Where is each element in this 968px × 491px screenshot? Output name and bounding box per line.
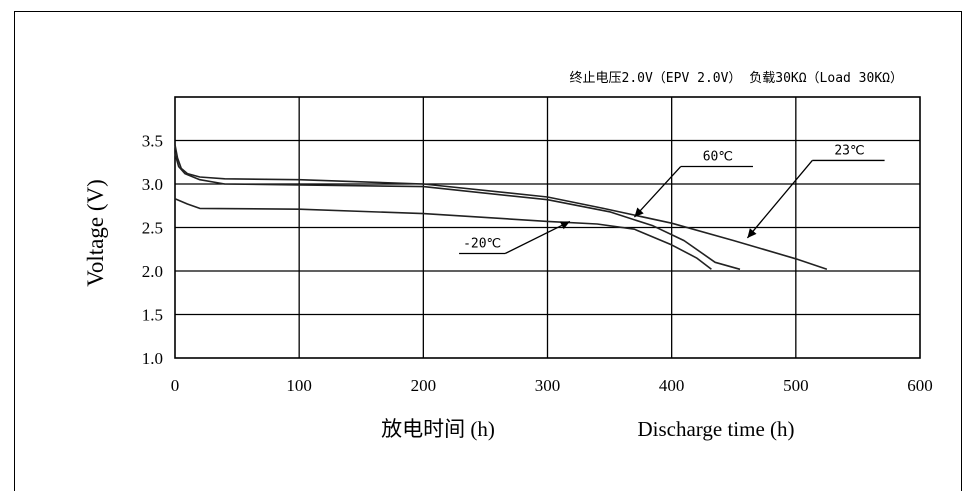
annotation-label: 60℃: [703, 150, 733, 165]
y-tick-label: 1.0: [142, 349, 163, 368]
y-tick-label: 3.5: [142, 132, 163, 151]
annotation-label: -20℃: [463, 237, 501, 252]
x-tick-label: 600: [907, 376, 933, 395]
series-lines: [174, 144, 828, 271]
x-tick-label: 400: [659, 376, 685, 395]
annotation-arrowhead: [634, 207, 644, 218]
x-tick-label: 500: [783, 376, 809, 395]
tick-labels: 0 100 200 300 400 500 600 1.0 1.5 2.0 2.5 3.0 3.5: [142, 132, 933, 396]
chart-title: 终止电压2.0V（EPV 2.0V） 负载30KΩ（Load 30KΩ）: [570, 70, 904, 86]
series-line--20C: [174, 198, 712, 270]
chart-frame: [14, 11, 962, 491]
series-line-23C: [174, 144, 828, 271]
x-tick-label: 100: [286, 376, 312, 395]
y-tick-label: 2.0: [142, 262, 163, 281]
x-axis-label-en: Discharge time (h): [637, 417, 794, 441]
series-line-60C: [174, 153, 741, 271]
y-axis-label: Voltage (V): [83, 179, 108, 287]
annotation-leader: [746, 160, 813, 239]
x-axis-label-cn: 放电时间 (h): [381, 417, 495, 441]
annotation-leaders: 60℃ 23℃ -20℃: [459, 143, 885, 255]
annotation-leader: [633, 166, 682, 218]
x-tick-label: 0: [171, 376, 180, 395]
x-tick-label: 200: [411, 376, 437, 395]
grid-lines: [174, 96, 921, 359]
y-tick-label: 1.5: [142, 306, 163, 325]
annotation-arrowhead: [747, 228, 757, 238]
y-tick-label: 2.5: [142, 219, 163, 238]
annotation-arrowhead: [559, 221, 570, 230]
annotation-leader: [504, 220, 571, 255]
x-tick-label: 300: [535, 376, 561, 395]
y-tick-label: 3.0: [142, 175, 163, 194]
annotation-label: 23℃: [834, 143, 864, 158]
